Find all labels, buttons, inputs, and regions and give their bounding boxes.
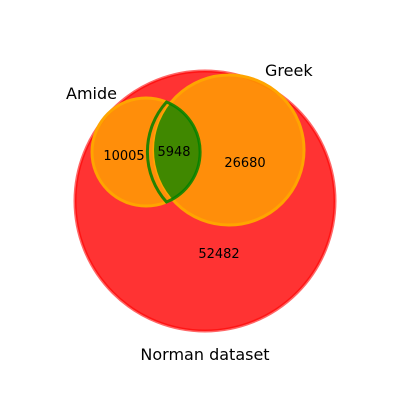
count-amide-greek-overlap: 5948 [157, 145, 190, 160]
amide-greek-overlap-outline [145, 100, 202, 204]
set-label-greek: Greek [265, 61, 313, 80]
count-amide-only: 10005 [103, 149, 144, 164]
set-label-amide: Amide [66, 84, 117, 103]
set-label-norman-dataset: Norman dataset [140, 345, 269, 364]
count-norman-only: 52482 [198, 247, 239, 262]
count-greek-only: 26680 [224, 156, 265, 171]
